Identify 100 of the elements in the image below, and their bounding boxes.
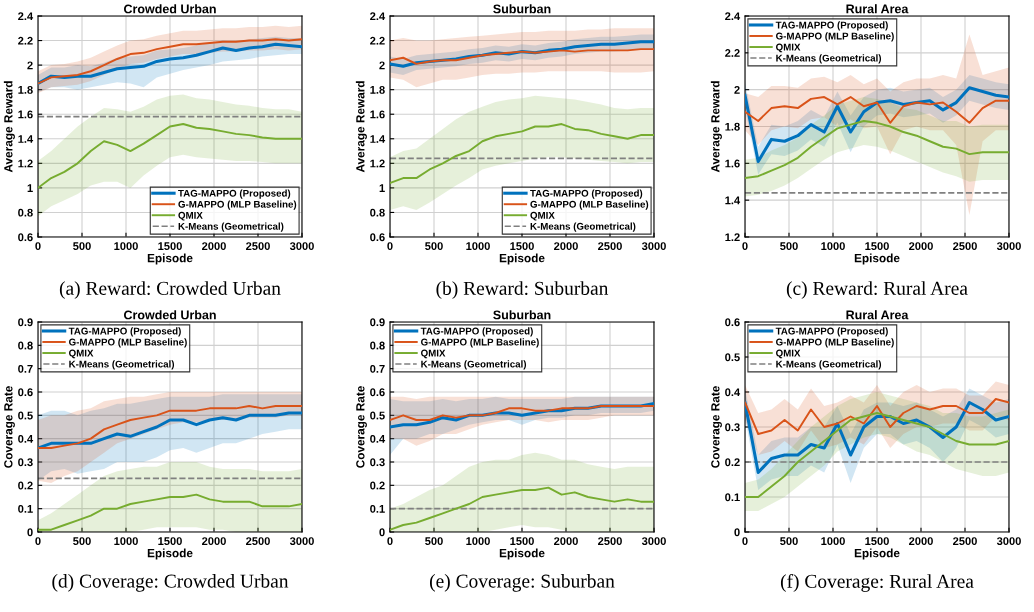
y-tick-label: 0.3 — [725, 423, 740, 432]
x-tick-label: 3000 — [996, 242, 1021, 251]
x-axis-title: Episode — [854, 548, 900, 560]
y-tick-label: 1.2 — [18, 159, 33, 168]
y-tick-label: 0 — [27, 528, 33, 537]
x-tick-label: 1500 — [865, 242, 889, 251]
y-tick-label: 0.9 — [370, 318, 385, 327]
legend-label: QMIX — [776, 349, 801, 359]
line-series — [38, 405, 302, 449]
y-tick-label: 0.6 — [18, 233, 33, 242]
y-tick-label: 2.4 — [370, 12, 386, 21]
legend-label: G-MAPPO (MLP Baseline) — [776, 338, 894, 348]
x-axis-title: Episode — [854, 253, 900, 265]
x-tick-label: 500 — [425, 242, 443, 251]
y-tick-label: 0.1 — [725, 493, 740, 502]
x-tick-label: 0 — [35, 537, 41, 546]
legend-label: K-Means (Geometrical) — [421, 360, 527, 370]
legend-label: TAG-MAPPO (Proposed) — [68, 327, 181, 337]
line-series — [38, 123, 302, 189]
y-tick-label: 0.5 — [370, 411, 385, 420]
legend-label: G-MAPPO (MLP Baseline) — [178, 200, 297, 210]
legend-label: QMIX — [69, 349, 94, 359]
y-axis-title: Coverage Rate — [356, 386, 367, 468]
x-tick-label: 2000 — [554, 537, 578, 546]
y-tick-label: 0.7 — [18, 364, 33, 373]
y-tick-label: 2.2 — [725, 49, 740, 57]
x-tick-label: 1000 — [114, 242, 138, 251]
line-series — [390, 123, 654, 184]
y-tick-label: 0 — [379, 528, 385, 537]
y-tick-label: 1.6 — [370, 110, 385, 119]
y-tick-label: 0.6 — [370, 388, 385, 397]
x-tick-label: 2500 — [246, 537, 270, 546]
y-tick-label: 0.4 — [18, 434, 34, 443]
x-tick-label: 1000 — [466, 537, 490, 546]
y-tick-label: 0 — [734, 528, 740, 537]
x-tick-label: 3000 — [641, 537, 666, 546]
y-tick-label: 1.6 — [18, 110, 33, 119]
y-tick-label: 0.2 — [725, 458, 740, 467]
x-tick-label: 2500 — [953, 242, 977, 251]
text: (f) Coverage: Rural Area — [780, 574, 974, 592]
y-tick-label: 1.8 — [18, 85, 33, 94]
line-series — [390, 48, 654, 65]
legend-label: K-Means (Geometrical) — [776, 54, 882, 64]
x-tick-label: 2500 — [598, 537, 622, 546]
y-tick-label: 0.7 — [370, 364, 385, 373]
y-axis-title: Average Reward — [3, 81, 15, 173]
x-tick-label: 2500 — [246, 242, 270, 251]
chart-title: Rural Area — [846, 310, 909, 320]
x-tick-label: 0 — [387, 242, 393, 251]
y-tick-label: 2.2 — [18, 36, 33, 45]
text: (e) Coverage: Suburban — [429, 574, 615, 592]
y-tick-label: 0.8 — [18, 341, 33, 350]
text: (a) Reward: Crowded Urban — [59, 281, 281, 299]
line-series — [390, 405, 654, 421]
y-tick-label: 0.8 — [370, 341, 385, 350]
x-tick-label: 3000 — [289, 537, 314, 546]
y-tick-label: 0.3 — [370, 458, 385, 467]
legend-label: K-Means (Geometrical) — [530, 222, 636, 232]
legend-label: TAG-MAPPO (Proposed) — [178, 189, 291, 199]
chart-title: Crowded Urban — [123, 310, 216, 320]
chart-title: Suburban — [493, 310, 551, 320]
y-tick-label: 0.5 — [18, 411, 33, 420]
y-tick-label: 2.4 — [725, 12, 741, 21]
x-tick-label: 2000 — [909, 242, 933, 251]
x-tick-label: 500 — [73, 242, 91, 251]
line-series — [745, 120, 1009, 180]
y-tick-label: 0.4 — [725, 388, 741, 397]
legend-label: G-MAPPO (MLP Baseline) — [421, 338, 539, 348]
x-tick-label: 2500 — [598, 242, 622, 251]
x-tick-label: 3000 — [289, 242, 314, 251]
y-tick-label: 0.2 — [18, 481, 33, 490]
y-tick-label: 0.6 — [370, 233, 385, 242]
legend-label: G-MAPPO (MLP Baseline) — [530, 200, 649, 210]
legend-label: K-Means (Geometrical) — [69, 360, 175, 370]
y-tick-label: 2 — [27, 61, 33, 70]
x-tick-label: 2500 — [953, 537, 977, 546]
x-tick-label: 2000 — [202, 537, 226, 546]
legend-label: G-MAPPO (MLP Baseline) — [776, 32, 894, 42]
y-tick-label: 0.8 — [18, 208, 33, 217]
x-tick-label: 1000 — [466, 242, 490, 251]
line-series — [745, 86, 1009, 164]
y-tick-label: 0.1 — [18, 504, 33, 513]
text: (b) Reward: Suburban — [436, 281, 609, 299]
x-axis-title: Episode — [499, 253, 545, 265]
y-axis-title: Average Reward — [355, 81, 367, 173]
chart-title: Crowded Urban — [123, 4, 216, 14]
x-tick-label: 0 — [742, 242, 748, 251]
legend-label: QMIX — [776, 43, 801, 53]
x-axis-title: Episode — [147, 548, 193, 560]
legend-label: QMIX — [178, 211, 203, 221]
y-tick-label: 0.4 — [370, 434, 386, 443]
y-tick-label: 0.2 — [370, 481, 385, 490]
legend-label: G-MAPPO (MLP Baseline) — [69, 338, 187, 348]
x-tick-label: 0 — [742, 537, 748, 546]
y-axis-title: Coverage Rate — [711, 386, 722, 468]
y-tick-label: 0.3 — [18, 458, 33, 467]
y-tick-label: 1 — [379, 184, 385, 192]
line-series — [745, 412, 1009, 498]
chart-title: Suburban — [493, 4, 551, 14]
y-tick-label: 2.4 — [18, 12, 34, 21]
